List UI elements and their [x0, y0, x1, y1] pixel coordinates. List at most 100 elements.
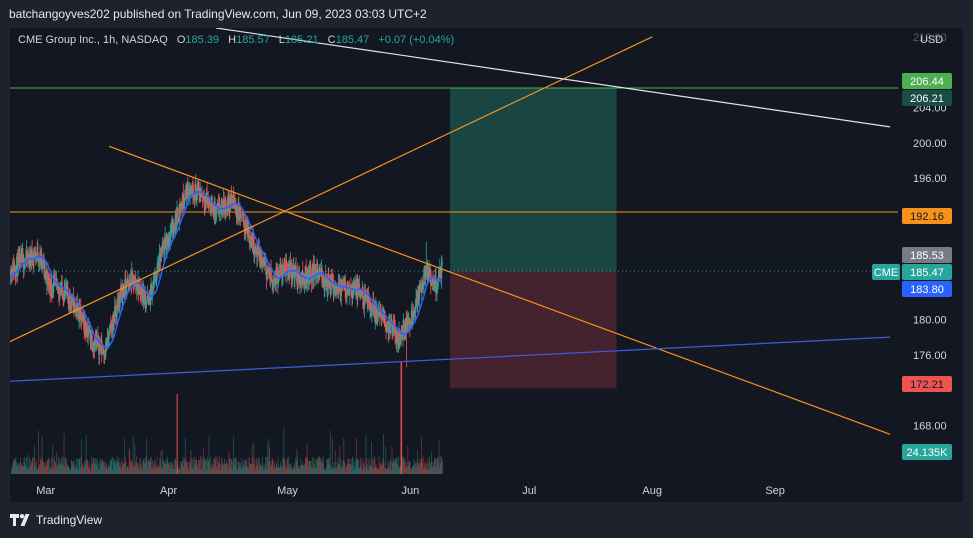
- volume-bar: [86, 459, 88, 474]
- volume-bar: [171, 464, 173, 474]
- volume-bar: [95, 458, 97, 474]
- candle-body: [238, 216, 241, 219]
- volume-bar: [47, 459, 49, 474]
- candle-body: [324, 285, 326, 287]
- profit-zone[interactable]: [450, 87, 617, 272]
- candle-body: [243, 214, 245, 227]
- volume-bar: [388, 462, 390, 474]
- x-tick-label: Jul: [522, 485, 536, 497]
- volume-bar: [64, 466, 66, 474]
- candle-body: [128, 283, 131, 285]
- price-badge[interactable]: [902, 90, 952, 106]
- candle-body: [209, 202, 211, 208]
- volume-bar: [26, 468, 28, 474]
- trendline-orange[interactable]: [10, 36, 653, 343]
- price-badge[interactable]: [902, 247, 952, 263]
- volume-bar: [402, 459, 404, 474]
- candle-body: [266, 270, 269, 273]
- volume-bar: [310, 461, 312, 474]
- volume-bar: [57, 464, 59, 474]
- price-badge[interactable]: [902, 264, 952, 280]
- volume-bar: [425, 469, 427, 474]
- volume-bar: [224, 464, 226, 474]
- volume-bar: [168, 462, 170, 474]
- volume-bar: [46, 465, 47, 474]
- volume-bar: [195, 459, 196, 474]
- volume-bar: [375, 466, 376, 474]
- volume-bar: [192, 459, 194, 474]
- candle-body: [415, 298, 418, 300]
- volume-bar: [201, 456, 203, 474]
- volume-bar: [81, 438, 83, 474]
- volume-bar: [342, 460, 344, 474]
- candle-body: [328, 278, 331, 289]
- close-value: 185.47: [335, 34, 370, 46]
- candle-body: [291, 277, 293, 281]
- trendline-orange[interactable]: [108, 145, 891, 435]
- volume-bar: [313, 468, 315, 474]
- volume-bar: [72, 465, 74, 474]
- chart-area[interactable]: USD 212.00 204.00 200.00 196.00 180.00 176.00 1…: [10, 28, 963, 502]
- price-chart[interactable]: USD212.00204.00200.00196.00180.00176.001…: [10, 28, 963, 502]
- volume-bar: [231, 458, 233, 474]
- candle-body: [166, 242, 168, 250]
- price-badge[interactable]: [902, 73, 952, 89]
- price-badge[interactable]: [902, 281, 952, 297]
- candle-body: [283, 261, 286, 273]
- volume-bar: [20, 465, 22, 474]
- candle-body: [317, 269, 319, 275]
- volume-bar: [362, 469, 363, 474]
- tradingview-logo[interactable]: TradingView: [10, 513, 102, 527]
- volume-bar: [88, 468, 89, 474]
- candle-body: [393, 322, 395, 330]
- volume-bar: [290, 463, 292, 474]
- price-badge[interactable]: [902, 376, 952, 392]
- candle-body: [371, 309, 374, 310]
- candle-body: [396, 337, 398, 343]
- candle-body: [372, 301, 375, 316]
- volume-bar: [259, 458, 260, 474]
- volume-bar: [97, 463, 99, 474]
- candle-body: [153, 275, 156, 285]
- volume-bar: [76, 458, 77, 474]
- symbol-tag[interactable]: [872, 264, 900, 280]
- candle-body: [108, 331, 110, 339]
- volume-bar: [198, 460, 200, 474]
- volume-bar: [436, 459, 438, 474]
- price-badge[interactable]: [902, 208, 952, 224]
- time-axis[interactable]: [10, 474, 898, 502]
- trendline-blue[interactable]: [10, 336, 891, 382]
- volume-bar: [159, 459, 161, 474]
- x-tick-label: Apr: [160, 485, 177, 497]
- trendline-white[interactable]: [216, 28, 891, 128]
- candle-body: [367, 293, 370, 302]
- x-tick-label: Sep: [765, 485, 785, 497]
- candle-body: [102, 349, 104, 351]
- volume-bar: [286, 459, 288, 474]
- candle-body: [95, 339, 97, 344]
- candle-body: [80, 311, 83, 321]
- candle-body: [195, 183, 197, 190]
- volume-bar: [357, 459, 359, 474]
- volume-bar: [96, 465, 98, 474]
- candle-body: [141, 294, 144, 302]
- volume-bar: [417, 459, 419, 474]
- volume-bar: [303, 466, 305, 474]
- candle-body: [362, 287, 364, 299]
- volume-bar: [24, 456, 26, 474]
- price-badge[interactable]: [902, 444, 952, 460]
- volume-bar: [231, 469, 233, 474]
- volume-bar: [210, 465, 212, 474]
- volume-bar: [219, 463, 221, 474]
- volume-bar: [247, 457, 249, 474]
- volume-bar: [86, 458, 88, 474]
- candle-body: [60, 290, 62, 294]
- volume-bar: [428, 456, 430, 474]
- volume-bar: [103, 461, 105, 474]
- volume-bar: [265, 457, 267, 474]
- volume-bar: [337, 457, 339, 474]
- candle-body: [365, 294, 367, 301]
- loss-zone[interactable]: [450, 271, 617, 389]
- volume-bar: [363, 463, 365, 474]
- volume-bar: [140, 463, 142, 474]
